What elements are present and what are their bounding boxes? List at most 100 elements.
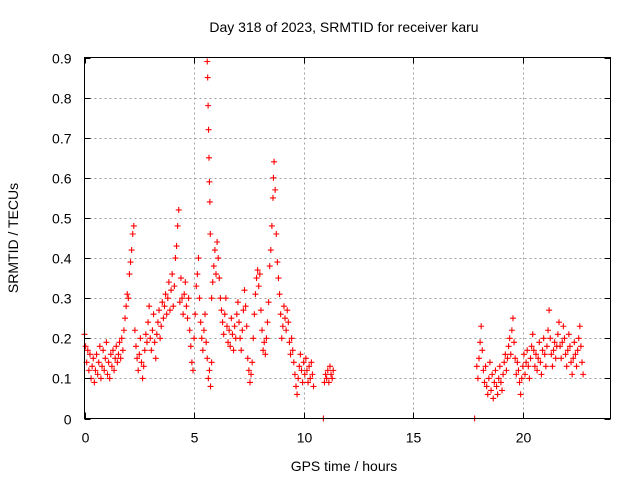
data-point	[264, 319, 271, 326]
data-point	[165, 279, 172, 286]
data-point	[183, 303, 190, 310]
data-point	[305, 379, 312, 386]
data-point	[519, 363, 526, 370]
data-point	[541, 351, 548, 358]
data-point	[575, 335, 582, 342]
y-tick-label: 0.2	[52, 331, 72, 347]
data-point	[267, 247, 274, 254]
data-point	[147, 335, 154, 342]
data-point	[482, 363, 489, 370]
data-point	[274, 259, 281, 266]
data-point	[117, 355, 124, 362]
data-point	[127, 259, 134, 266]
y-tick-label: 0.3	[52, 291, 72, 307]
data-point	[181, 291, 188, 298]
data-point	[495, 375, 502, 382]
data-point	[564, 347, 571, 354]
data-point	[559, 339, 566, 346]
data-point	[173, 243, 180, 250]
data-point	[262, 351, 269, 358]
data-point	[241, 287, 248, 294]
data-point	[141, 347, 148, 354]
data-point	[288, 335, 295, 342]
data-point	[511, 339, 518, 346]
data-point	[535, 355, 542, 362]
data-point	[158, 323, 165, 330]
data-point	[161, 303, 168, 310]
data-point	[197, 319, 204, 326]
data-point	[563, 363, 570, 370]
data-point	[123, 303, 130, 310]
data-point	[562, 351, 569, 358]
data-point	[499, 387, 506, 394]
data-point	[164, 295, 171, 302]
data-point	[569, 371, 576, 378]
data-point	[136, 351, 143, 358]
data-point	[148, 347, 155, 354]
data-point	[191, 335, 198, 342]
data-point	[473, 363, 480, 370]
data-point	[137, 335, 144, 342]
data-point	[474, 375, 481, 382]
data-point	[551, 339, 558, 346]
y-tick-label: 0.1	[52, 371, 72, 387]
data-point	[303, 367, 310, 374]
data-point	[509, 315, 516, 322]
data-point	[300, 359, 307, 366]
data-point	[287, 351, 294, 358]
data-point	[500, 371, 507, 378]
data-point	[276, 291, 283, 298]
data-point	[526, 375, 533, 382]
data-point	[253, 275, 260, 282]
data-point	[534, 367, 541, 374]
data-point	[84, 347, 91, 354]
data-point	[266, 263, 273, 270]
chart-title: Day 318 of 2023, SRMTID for receiver kar…	[209, 19, 478, 35]
data-point	[145, 319, 152, 326]
data-point	[234, 299, 241, 306]
data-point	[118, 335, 125, 342]
data-point	[310, 383, 317, 390]
data-point	[504, 355, 511, 362]
data-point	[219, 319, 226, 326]
data-point	[143, 339, 150, 346]
data-point	[550, 347, 557, 354]
data-point	[529, 331, 536, 338]
data-point	[229, 331, 236, 338]
data-point	[89, 363, 96, 370]
data-point	[476, 355, 482, 362]
data-point	[485, 375, 492, 382]
data-point	[260, 347, 267, 354]
data-point	[122, 315, 129, 322]
data-point	[497, 379, 504, 386]
data-point	[194, 271, 201, 278]
data-point	[211, 247, 218, 254]
data-point	[222, 295, 229, 302]
data-point	[515, 367, 522, 374]
data-point	[296, 363, 303, 370]
data-point	[220, 331, 227, 338]
data-point	[228, 315, 235, 322]
data-point	[290, 359, 297, 366]
data-point	[85, 367, 92, 374]
data-point	[507, 351, 514, 358]
axis-ticks: 0 0.1 0.2 0.3 0.4 0.5 0.6 0.7 0.8 0.9 0 5 10 15 20	[52, 51, 611, 446]
data-point	[172, 255, 179, 262]
data-point	[543, 343, 550, 350]
data-point	[236, 319, 243, 326]
data-point	[259, 327, 266, 334]
data-point	[573, 363, 580, 370]
data-point	[513, 371, 520, 378]
data-point	[125, 295, 132, 302]
data-point	[159, 299, 166, 306]
data-point	[209, 279, 216, 286]
data-point	[571, 339, 578, 346]
data-point	[153, 331, 160, 338]
data-point	[494, 391, 501, 398]
data-point	[216, 275, 223, 282]
data-point	[162, 291, 169, 298]
data-point	[196, 295, 203, 302]
data-point	[208, 295, 215, 302]
data-point	[106, 375, 113, 382]
